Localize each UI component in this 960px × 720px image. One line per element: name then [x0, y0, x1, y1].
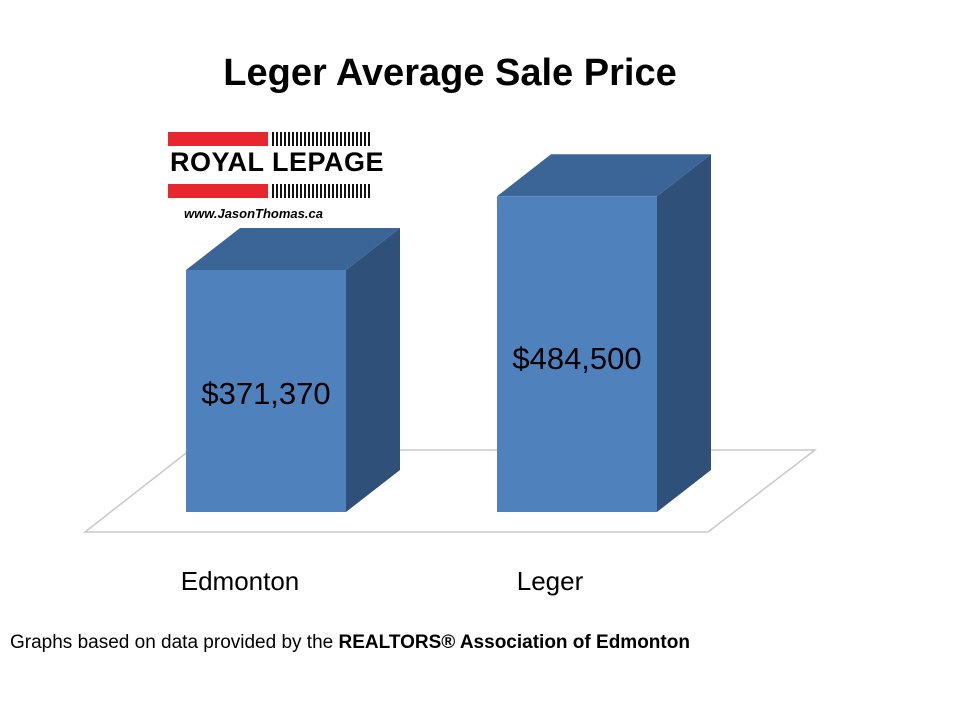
logo-url: www.JasonThomas.ca	[184, 206, 323, 221]
logo-bar-stripe-top	[272, 132, 370, 146]
royal-lepage-logo: ROYAL LEPAGE www.JasonThomas.ca	[168, 132, 384, 224]
data-label-edmonton: $371,370	[201, 376, 330, 411]
source-note-prefix: Graphs based on data provided by the	[10, 632, 339, 653]
logo-red-stripe-bottom	[168, 184, 268, 198]
bar-side-edmonton	[346, 228, 400, 512]
x-axis-labels: Edmonton Leger	[181, 566, 584, 596]
x-label-leger: Leger	[517, 566, 584, 596]
bar-top-edmonton	[186, 228, 400, 270]
logo-bar-stripe-bottom	[272, 184, 370, 198]
bar-top-leger	[497, 154, 711, 197]
source-note: Graphs based on data provided by the REA…	[10, 632, 690, 654]
bar-leger: $484,500	[497, 154, 711, 512]
data-label-leger: $484,500	[512, 341, 641, 376]
source-note-organization: REALTORS® Association of Edmonton	[338, 632, 690, 653]
bar-side-leger	[657, 154, 711, 512]
bar-edmonton: $371,370	[186, 228, 400, 512]
logo-red-stripe-top	[168, 132, 268, 146]
bar-front-leger	[497, 196, 657, 512]
logo-brand-text: ROYAL LEPAGE	[170, 147, 385, 177]
bars-group: $371,370 $484,500	[186, 154, 711, 512]
bar-front-edmonton	[186, 270, 346, 512]
x-label-edmonton: Edmonton	[181, 566, 300, 596]
chart-title: Leger Average Sale Price	[223, 52, 677, 94]
